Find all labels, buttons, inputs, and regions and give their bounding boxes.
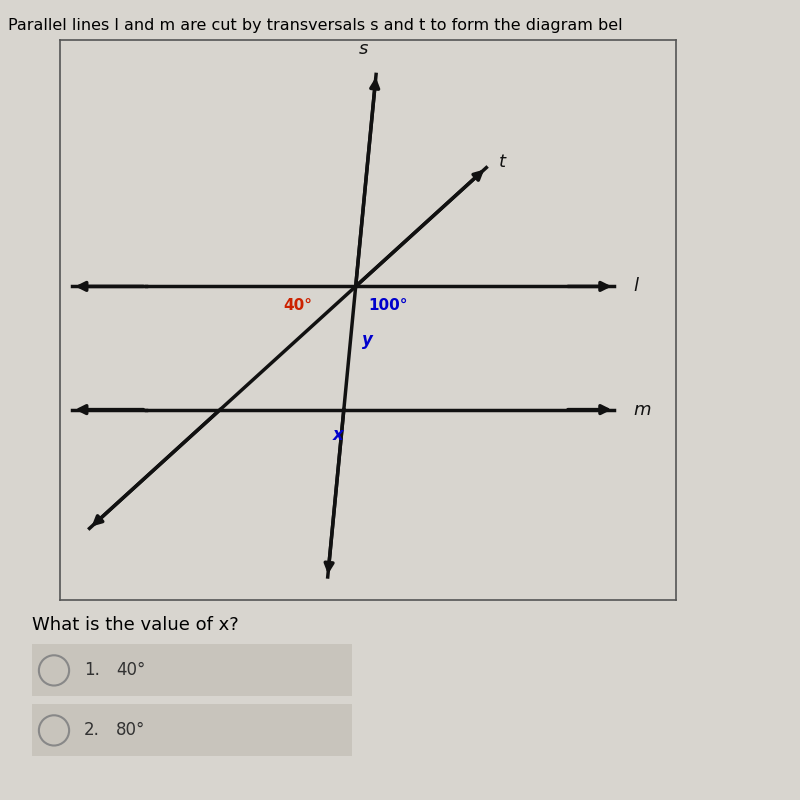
Text: l: l [633, 278, 638, 295]
Text: t: t [498, 153, 506, 171]
Text: 80°: 80° [116, 721, 146, 738]
Text: What is the value of x?: What is the value of x? [32, 616, 238, 634]
Text: m: m [633, 401, 650, 418]
Text: y: y [362, 331, 373, 349]
Text: 40°: 40° [283, 298, 313, 313]
Text: s: s [359, 40, 369, 58]
Text: 2.: 2. [84, 721, 100, 738]
Text: Parallel lines l and m are cut by transversals s and t to form the diagram bel: Parallel lines l and m are cut by transv… [8, 18, 622, 33]
Text: 1.: 1. [84, 661, 100, 678]
Text: 40°: 40° [116, 661, 146, 678]
Text: x: x [332, 426, 343, 444]
Text: 100°: 100° [368, 298, 407, 313]
